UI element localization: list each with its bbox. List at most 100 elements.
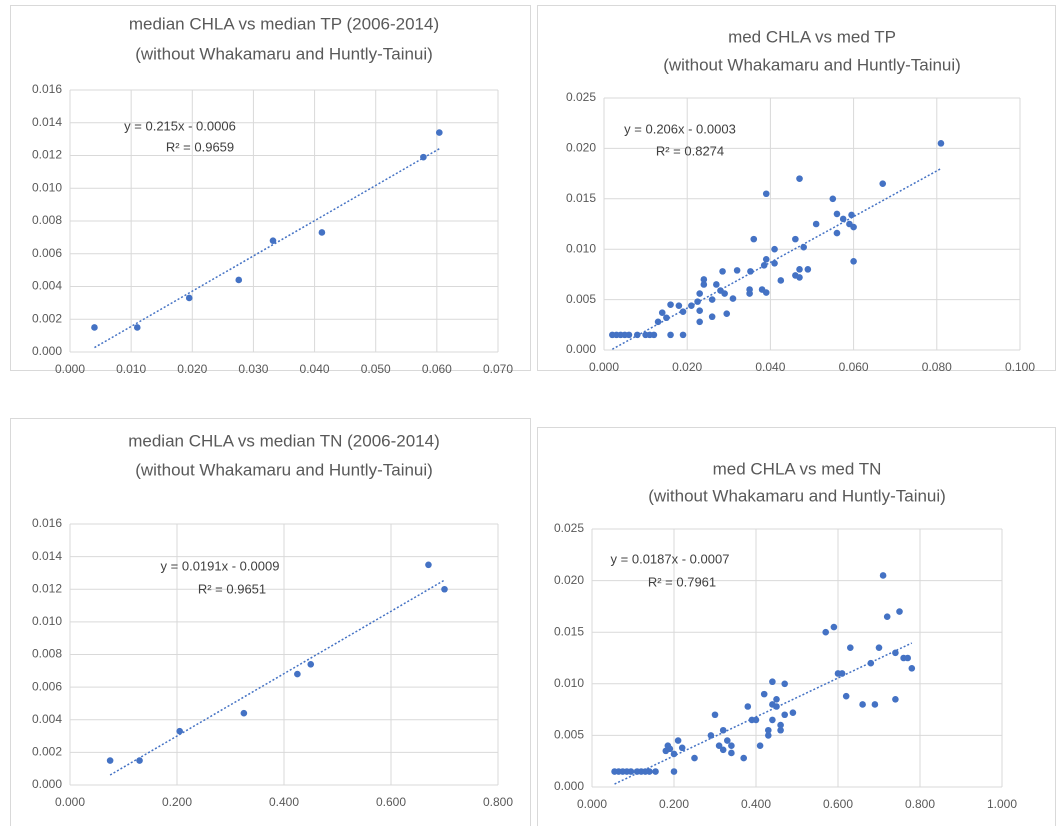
point bbox=[667, 301, 674, 308]
trendline bbox=[109, 579, 445, 776]
y-tick-label: 0.005 bbox=[566, 292, 596, 306]
x-tick-label: 0.070 bbox=[483, 362, 513, 376]
point bbox=[750, 235, 758, 243]
point bbox=[746, 286, 753, 293]
y-tick-label: 0.002 bbox=[32, 745, 62, 759]
point bbox=[937, 140, 945, 147]
point bbox=[715, 742, 723, 750]
y-tick-label: 0.000 bbox=[566, 342, 596, 356]
point bbox=[679, 308, 687, 315]
y-tick-label: 0.015 bbox=[566, 191, 596, 205]
y-tick-label: 0.020 bbox=[566, 141, 596, 155]
point bbox=[654, 318, 662, 326]
point bbox=[627, 768, 635, 775]
chart: median CHLA vs median TP (2006-2014) (wit… bbox=[10, 5, 531, 376]
point bbox=[777, 721, 784, 729]
point bbox=[240, 709, 248, 717]
x-tick-label: 0.100 bbox=[1005, 360, 1035, 374]
x-tick-label: 0.800 bbox=[905, 797, 935, 811]
point bbox=[441, 585, 448, 593]
y-tick-label: 0.002 bbox=[32, 311, 62, 325]
point bbox=[700, 276, 708, 283]
x-tick-label: 0.600 bbox=[823, 797, 853, 811]
y-tick-label: 0.000 bbox=[32, 344, 62, 358]
y-tick-label: 0.020 bbox=[554, 573, 584, 587]
chart: med CHLA vs med TP (without Whakamaru and… bbox=[537, 5, 1056, 374]
point bbox=[625, 331, 633, 339]
point bbox=[133, 324, 141, 331]
point bbox=[719, 268, 726, 275]
y-tick-label: 0.008 bbox=[32, 213, 62, 227]
y-tick-label: 0.010 bbox=[554, 676, 584, 690]
point bbox=[777, 726, 784, 734]
point bbox=[436, 129, 443, 136]
point bbox=[892, 695, 899, 703]
annotation: R² = 0.9659 bbox=[166, 139, 234, 154]
x-tick-label: 0.080 bbox=[922, 360, 952, 374]
point bbox=[765, 726, 772, 734]
point bbox=[896, 608, 903, 615]
point bbox=[723, 310, 731, 318]
chart-title: med CHLA vs med TN bbox=[713, 459, 882, 478]
point bbox=[721, 290, 728, 297]
point bbox=[762, 190, 770, 198]
point bbox=[724, 737, 731, 744]
chart-title: median CHLA vs median TP (2006-2014) bbox=[129, 14, 439, 33]
point bbox=[719, 746, 727, 754]
point bbox=[744, 703, 752, 710]
y-tick-label: 0.014 bbox=[32, 115, 62, 129]
point bbox=[185, 294, 193, 302]
chart-subtitle: (without Whakamaru and Huntly-Tainui) bbox=[135, 460, 433, 479]
point bbox=[646, 768, 653, 775]
x-tick-label: 0.200 bbox=[659, 797, 689, 811]
point bbox=[765, 732, 772, 739]
point bbox=[658, 309, 666, 317]
y-tick-label: 0.004 bbox=[32, 712, 62, 726]
point bbox=[633, 331, 641, 339]
x-tick-label: 0.030 bbox=[238, 362, 268, 376]
point bbox=[740, 754, 747, 762]
point bbox=[838, 670, 846, 677]
y-tick-label: 0.004 bbox=[32, 279, 62, 293]
annotation: y = 0.0191x - 0.0009 bbox=[161, 558, 280, 573]
y-tick-label: 0.016 bbox=[32, 82, 62, 96]
point bbox=[650, 331, 658, 339]
point bbox=[804, 266, 812, 273]
x-tick-label: 0.020 bbox=[177, 362, 207, 376]
point bbox=[733, 267, 741, 274]
chart-title: median CHLA vs median TN (2006-2014) bbox=[128, 431, 440, 450]
point bbox=[842, 692, 850, 700]
x-tick-label: 0.200 bbox=[162, 795, 192, 809]
chart-frame bbox=[537, 427, 1056, 826]
point bbox=[713, 281, 720, 288]
point bbox=[867, 659, 875, 667]
point bbox=[729, 295, 737, 302]
point bbox=[847, 644, 854, 651]
point bbox=[850, 223, 857, 231]
point bbox=[829, 195, 837, 203]
y-tick-label: 0.025 bbox=[554, 521, 584, 535]
chart-frame bbox=[537, 5, 1056, 371]
point bbox=[707, 732, 715, 739]
point bbox=[833, 229, 841, 237]
point bbox=[318, 229, 326, 236]
point bbox=[812, 220, 820, 228]
y-tick-label: 0.006 bbox=[32, 246, 62, 260]
point bbox=[771, 260, 778, 267]
point bbox=[908, 665, 916, 672]
y-tick-label: 0.012 bbox=[32, 581, 62, 595]
annotation: R² = 0.9651 bbox=[198, 581, 266, 596]
x-tick-label: 0.040 bbox=[755, 360, 785, 374]
point bbox=[106, 757, 114, 764]
point bbox=[728, 742, 735, 750]
point bbox=[670, 750, 678, 758]
x-tick-label: 0.040 bbox=[300, 362, 330, 376]
point bbox=[670, 768, 678, 775]
point bbox=[773, 703, 780, 710]
x-tick-label: 0.020 bbox=[672, 360, 702, 374]
point bbox=[781, 711, 788, 719]
point bbox=[792, 235, 799, 243]
point bbox=[762, 255, 770, 263]
point bbox=[679, 331, 687, 339]
